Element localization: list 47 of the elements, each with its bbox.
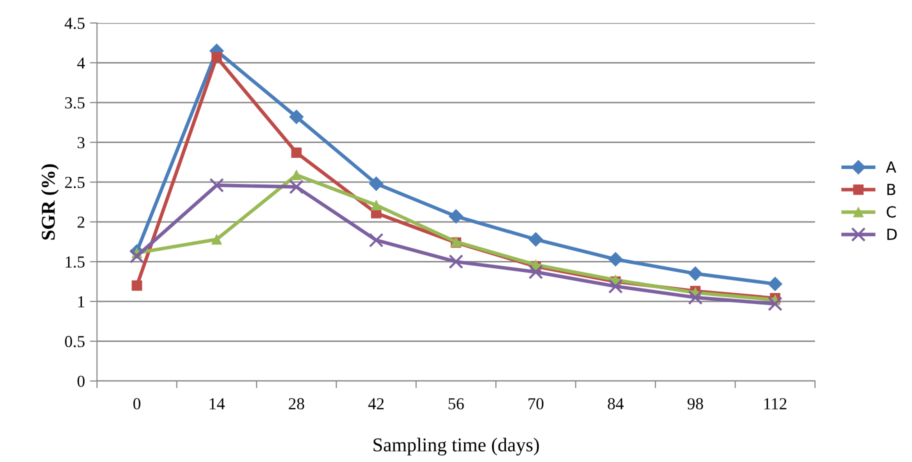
point <box>211 234 222 245</box>
point <box>371 200 382 210</box>
point <box>211 52 222 62</box>
y-axis-title: SGR (%) <box>41 164 59 240</box>
x-tick-label: 70 <box>528 398 544 410</box>
y-tick-label: 2.5 <box>65 176 85 188</box>
y-tick-label: 0 <box>77 376 85 387</box>
point <box>448 254 464 269</box>
y-tick-label: 0.5 <box>64 336 85 348</box>
x-tick-label: 112 <box>764 398 786 410</box>
point <box>289 110 304 124</box>
point <box>688 290 703 305</box>
y-tick-label: 4.5 <box>64 18 85 30</box>
x-tick-label: 56 <box>448 398 464 410</box>
legend-label: A <box>886 161 896 173</box>
x-tick-label: 42 <box>368 398 384 410</box>
y-tick-label: 2 <box>78 216 84 228</box>
x-tick-label: 98 <box>688 398 704 410</box>
x-axis-title: Sampling time (days) <box>374 438 539 456</box>
point <box>688 266 703 281</box>
y-tick-label: 4 <box>77 58 85 69</box>
y-tick-label: 3 <box>78 137 85 148</box>
x-tick-label: 14 <box>210 398 225 410</box>
x-tick-label: 84 <box>608 398 624 410</box>
x-tick-label: 28 <box>288 398 304 410</box>
point <box>132 280 142 291</box>
point <box>768 276 782 292</box>
point <box>448 209 464 224</box>
point <box>289 180 304 194</box>
point <box>608 279 623 294</box>
point <box>291 170 302 180</box>
y-tick-label: 3.5 <box>65 97 85 109</box>
point <box>528 264 544 280</box>
point <box>369 176 384 191</box>
point <box>291 147 302 158</box>
legend-label: D <box>887 228 897 240</box>
point <box>608 252 623 267</box>
y-tick-label: 1.5 <box>66 256 85 268</box>
x-tick-label: 0 <box>133 398 140 410</box>
point <box>768 296 782 312</box>
point <box>368 232 384 248</box>
y-tick-label: 1 <box>78 296 84 308</box>
point <box>130 248 144 264</box>
point <box>209 178 224 193</box>
legend-label: B <box>887 184 896 196</box>
point <box>528 232 543 247</box>
legend-label: C <box>886 206 896 218</box>
